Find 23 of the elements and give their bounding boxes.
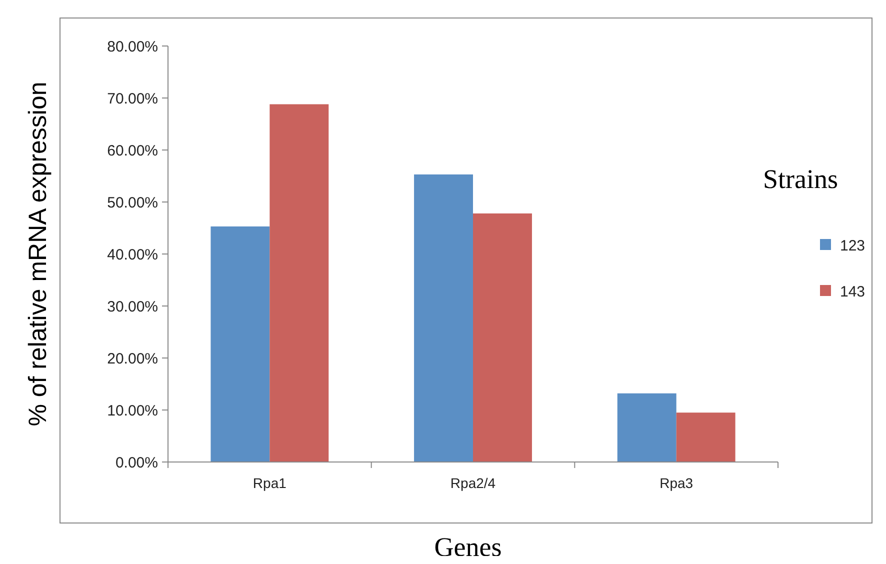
bar [414,174,473,462]
x-tick-label: Rpa2/4 [450,475,496,491]
legend-title: Strains [763,164,838,194]
bar [676,412,736,462]
y-tick-label: 0.00% [115,454,158,472]
y-tick-label: 30.00% [107,298,158,316]
bar [270,104,329,462]
x-tick-label: Rpa3 [660,475,694,491]
y-axis-title: % of relative mRNA expression [24,82,52,426]
bar [617,393,676,462]
y-tick-label: 10.00% [107,402,158,420]
legend-label: 123 [840,237,866,254]
y-tick-label: 60.00% [107,142,158,160]
legend-label: 143 [840,283,866,300]
y-tick-label: 80.00% [107,38,158,56]
bar [473,213,532,462]
y-tick-label: 70.00% [107,90,158,108]
y-tick-label: 40.00% [107,246,158,264]
x-tick-label: Rpa1 [252,475,287,491]
y-tick-label: 50.00% [107,194,158,212]
bar [210,226,270,462]
y-tick-label: 20.00% [107,350,158,368]
x-axis-title: Genes [434,532,502,562]
